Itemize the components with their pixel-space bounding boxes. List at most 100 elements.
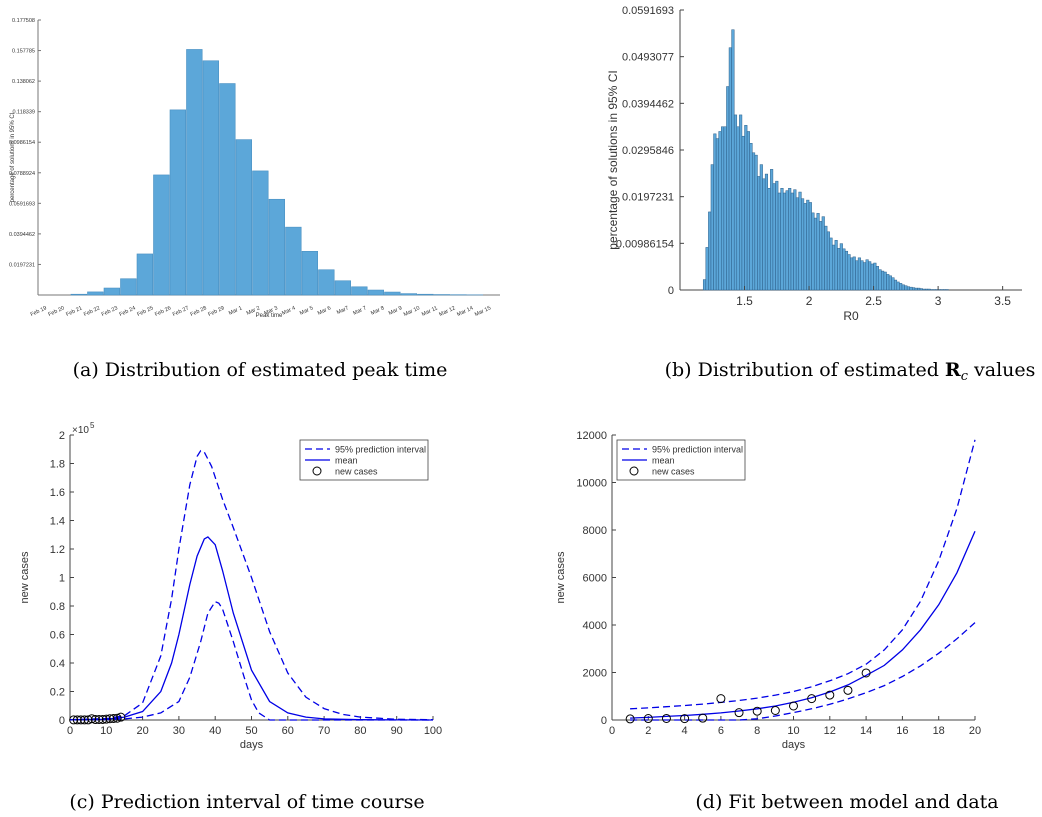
y-tick-label: 8000	[583, 525, 607, 537]
caption: (d) Fit between model and data	[695, 791, 998, 813]
x-tick-label: 70	[318, 725, 330, 737]
x-tick-label: Mar 14	[456, 305, 474, 318]
bar	[886, 274, 890, 291]
legend-label: new cases	[335, 467, 378, 477]
y-tick-label: 0.00986154	[616, 238, 674, 250]
bar	[813, 217, 818, 291]
y-tick-label: 0.8	[50, 601, 65, 613]
bar	[790, 192, 794, 291]
x-tick-label: Feb 24	[119, 305, 137, 318]
x-tick-label: 6	[718, 725, 724, 737]
bar	[803, 203, 807, 291]
x-tick-label: Mar 3	[263, 305, 278, 316]
legend-label: 95% prediction interval	[652, 445, 743, 455]
bar	[816, 213, 820, 291]
panel-b: 0.00986154 0.0197231 0.0295846 0.0394462 0.0…	[606, 5, 1035, 384]
bar	[186, 49, 203, 296]
x-tick-label: 1.5	[736, 294, 753, 308]
bar	[757, 176, 761, 291]
y-tick-label: 0.0197231	[622, 192, 674, 204]
y-multiplier: ×10	[72, 425, 89, 436]
data-point	[661, 713, 671, 723]
data-point	[116, 712, 126, 722]
y-tick-label: 0.6	[50, 630, 65, 642]
bar	[785, 190, 789, 291]
bar	[749, 143, 753, 291]
mean-line	[69, 536, 434, 721]
bar	[367, 289, 384, 296]
legend-label: mean	[652, 456, 675, 466]
data-point	[94, 714, 104, 724]
y-tick-label: 0	[668, 285, 674, 297]
bar	[731, 29, 735, 291]
data-point	[112, 713, 122, 723]
y-axis-label: new cases	[19, 551, 31, 603]
bar	[153, 174, 170, 296]
mean-line	[630, 530, 976, 719]
x-tick-label: Mar 10	[403, 305, 421, 318]
y-exponent: 5	[90, 421, 95, 430]
x-tick-label: 20	[969, 725, 981, 737]
bar	[914, 287, 918, 291]
x-tick-label: 12	[824, 725, 836, 737]
data-point	[83, 715, 93, 725]
bar	[400, 293, 417, 296]
bar	[70, 293, 87, 296]
x-tick-label: 3	[935, 294, 942, 308]
bar	[728, 47, 732, 291]
y-tick-label: 0.0591693	[9, 201, 35, 207]
bar	[917, 287, 921, 291]
bar	[736, 126, 740, 291]
y-tick-label: 12000	[576, 430, 607, 442]
bar	[710, 164, 714, 291]
bar	[120, 278, 137, 296]
bar	[795, 197, 799, 291]
y-axis-label: percentage of solutions in 95% CI	[10, 112, 16, 202]
x-tick-label: 60	[282, 725, 294, 737]
panel-a: 0.0197231 0.0394462 0.0591693 0.0788924 0.09…	[9, 18, 500, 381]
x-tick-label: 90	[391, 725, 403, 737]
bar	[881, 270, 885, 291]
legend-label: mean	[335, 456, 358, 466]
bar	[834, 240, 838, 291]
bar	[721, 126, 725, 291]
prediction-interval-line	[69, 600, 433, 721]
bar	[860, 260, 864, 291]
bar	[904, 285, 908, 291]
y-tick-label: 4000	[583, 620, 607, 632]
y-tick-label: 1.8	[50, 459, 65, 471]
x-tick-label: 10	[100, 725, 112, 737]
data-point	[861, 668, 871, 678]
bar	[772, 183, 776, 291]
y-tick-label: 0.157785	[12, 49, 35, 55]
x-tick-label: Feb 26	[154, 305, 172, 318]
x-tick-label: Mar 15	[474, 305, 492, 318]
data-point	[72, 715, 82, 725]
x-tick-label: Mar 9	[388, 305, 403, 316]
data-point	[98, 714, 108, 724]
bar	[801, 198, 805, 291]
bar	[819, 221, 823, 291]
data-point	[105, 714, 115, 724]
x-tick-label: 50	[245, 725, 257, 737]
bar	[793, 189, 797, 291]
bar	[832, 244, 836, 291]
y-tick-label: 0.0394462	[9, 232, 35, 238]
x-tick-label: 16	[896, 725, 908, 737]
bar	[919, 288, 923, 291]
bar	[842, 248, 846, 291]
x-tick-label: 0	[67, 725, 73, 737]
data-point	[734, 708, 744, 718]
x-tick-label: Mar 4	[281, 305, 296, 316]
bar	[746, 131, 750, 291]
bar	[826, 231, 830, 291]
x-tick-label: Mar 5	[299, 305, 314, 316]
bar	[855, 260, 859, 291]
x-tick-label: Mar 7	[352, 305, 367, 316]
y-tick-label: 0	[59, 715, 65, 727]
bar	[798, 191, 802, 291]
bar	[857, 257, 861, 291]
y-tick-label: 2000	[583, 668, 607, 680]
bar	[924, 288, 929, 291]
bar	[775, 180, 779, 291]
